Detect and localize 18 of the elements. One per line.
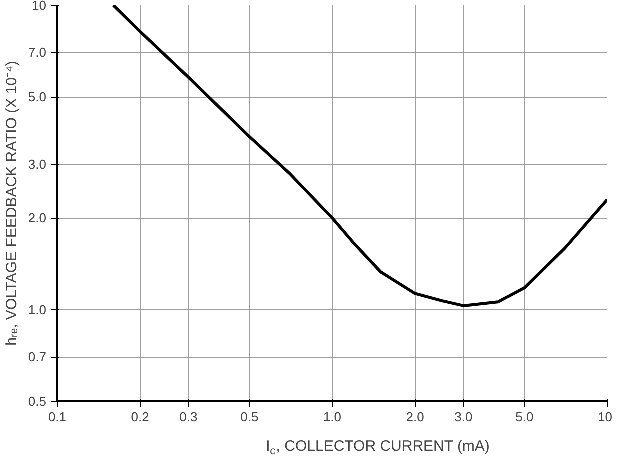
x-tick-label: 0.3 — [180, 410, 198, 424]
x-tick-label: 3.0 — [454, 410, 473, 424]
y-tick-label: 1.0 — [28, 302, 47, 318]
x-tick-label: 0.5 — [240, 410, 259, 424]
y-tick-label: 0.7 — [28, 350, 47, 365]
x-tick-label: 2.0 — [406, 410, 424, 424]
y-tick-label: 3.0 — [28, 157, 47, 172]
y-tick-label: 5.0 — [28, 90, 47, 105]
x-tick-label: 0.2 — [131, 410, 150, 424]
y-axis-title: hᵣₑ, VOLTAGE FEEDBACK RATIO (X 10⁻⁴) — [3, 61, 20, 346]
x-tick-label: 5.0 — [516, 410, 534, 424]
y-tick-label: 7.0 — [28, 45, 47, 60]
y-tick-label: 0.5 — [28, 394, 47, 409]
x-tick-label: 0.1 — [48, 410, 67, 424]
y-tick-label: 10 — [32, 0, 47, 13]
y-tick-label: 2.0 — [28, 210, 47, 226]
x-tick-label: 10 — [598, 410, 613, 424]
x-tick-label: 1.0 — [323, 410, 342, 424]
